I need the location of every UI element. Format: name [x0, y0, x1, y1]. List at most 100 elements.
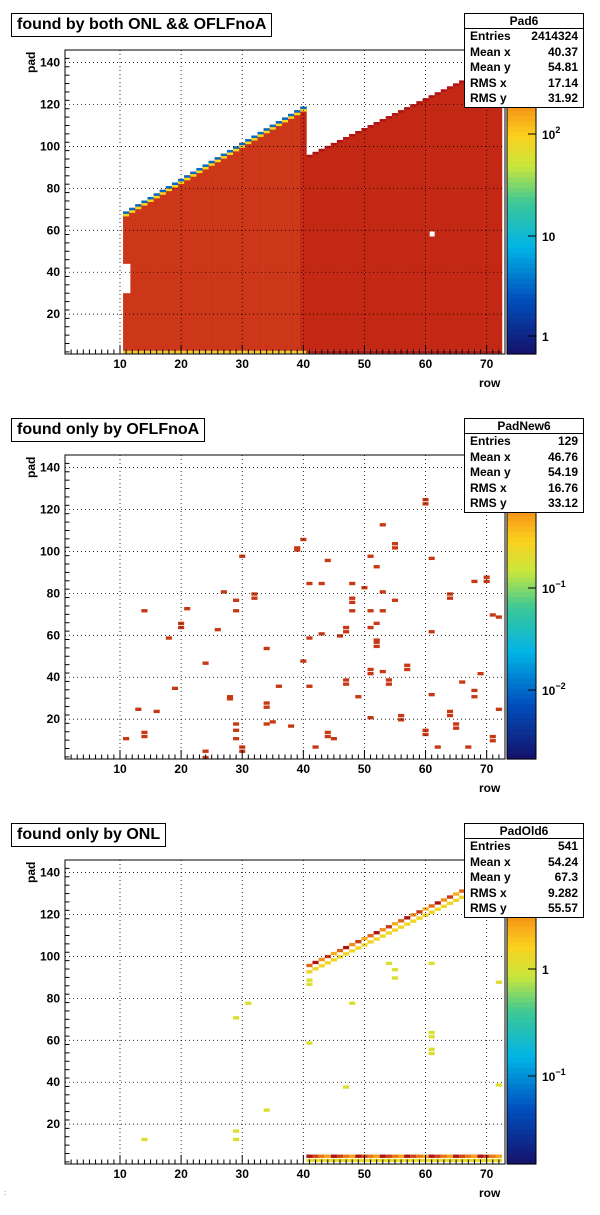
color-bar-label: 10−2: [542, 681, 566, 698]
heatmap-cell: [336, 948, 344, 953]
color-bar-label: 102: [542, 125, 560, 142]
heatmap-cell: [330, 736, 337, 741]
y-tick-label: 60: [47, 1033, 61, 1047]
heatmap-cell: [404, 1154, 411, 1158]
color-bar-segment: [507, 252, 536, 259]
heatmap-cell: [385, 925, 392, 929]
heatmap-cell: [324, 1154, 331, 1158]
color-bar-segment: [507, 1047, 536, 1054]
heatmap-cell: [379, 590, 386, 594]
heatmap-cell: [233, 736, 240, 741]
heatmap-cell: [300, 659, 307, 663]
heatmap-cell: [398, 919, 405, 923]
heatmap-cell: [233, 728, 240, 732]
heatmap-cell: [343, 1154, 350, 1158]
x-axis-title: row: [479, 1186, 501, 1200]
heatmap-cell: [306, 1154, 313, 1158]
heatmap-column: [159, 189, 167, 351]
color-bar-segment: [507, 601, 536, 608]
heatmap-cell: [135, 707, 142, 711]
color-bar-segment: [507, 1037, 536, 1043]
heatmap-cell: [233, 609, 240, 613]
y-tick-label: 40: [47, 265, 61, 279]
x-tick-label: 20: [174, 762, 188, 776]
heatmap-cell: [453, 898, 460, 903]
heatmap-edge: [355, 131, 362, 134]
stats-rms-x: 16.76: [547, 480, 578, 495]
heatmap-edge: [453, 83, 460, 86]
x-tick-label: 60: [419, 762, 433, 776]
heatmap-edge: [153, 195, 161, 199]
heatmap-cell: [428, 904, 435, 908]
heatmap-cell: [446, 713, 454, 718]
heatmap-cell: [367, 934, 374, 938]
color-bar-segment: [507, 1103, 536, 1109]
heatmap-cell: [330, 951, 337, 956]
heatmap-cell: [398, 718, 405, 722]
heatmap-cell: [367, 667, 374, 672]
y-tick-label: 20: [47, 712, 61, 726]
color-bar-segment: [507, 561, 536, 568]
heatmap-cell: [336, 1154, 344, 1158]
color-bar-segment: [507, 348, 536, 355]
color-bar-segment: [507, 920, 536, 927]
color-bar-segment: [507, 181, 536, 188]
heatmap-cell: [251, 592, 258, 596]
heatmap-cell: [440, 1154, 447, 1158]
color-bar-segment: [507, 323, 536, 330]
color-bar-segment: [507, 738, 536, 745]
y-axis-title: pad: [24, 51, 38, 73]
heatmap-column: [214, 157, 222, 351]
color-bar-segment: [507, 278, 536, 284]
x-tick-label: 10: [113, 357, 127, 371]
heatmap-edge: [147, 199, 154, 202]
color-bar-segment: [507, 591, 536, 598]
heatmap-cell: [165, 636, 172, 640]
heatmap-column: [404, 107, 411, 351]
x-tick-label: 20: [174, 357, 188, 371]
heatmap-cell: [410, 1154, 417, 1158]
heatmap-edge: [129, 210, 136, 213]
color-bar-segment: [507, 166, 536, 173]
color-bar-segment: [507, 288, 536, 294]
heatmap-cell: [343, 1085, 350, 1089]
heatmap-edge: [269, 124, 277, 128]
heatmap-edge: [184, 177, 191, 181]
heatmap-column: [220, 153, 228, 351]
heatmap-cell: [471, 695, 478, 699]
y-tick-label: 20: [47, 307, 61, 321]
color-bar-segment: [507, 986, 536, 993]
color-bar-segment: [507, 541, 536, 547]
heatmap-edge: [123, 211, 130, 214]
stats-rms-x: 17.14: [547, 75, 578, 90]
heatmap-cell: [416, 1154, 423, 1158]
color-bar-segment: [507, 1001, 536, 1008]
heatmap-edge: [171, 182, 179, 186]
heatmap-cell: [306, 970, 313, 974]
heatmap-column: [385, 116, 393, 351]
heatmap-edge: [367, 125, 374, 128]
heatmap-cell: [465, 745, 472, 749]
color-bar-segment: [507, 272, 536, 279]
color-bar-segment: [507, 667, 536, 674]
heatmap-edge: [410, 104, 417, 107]
heatmap-cell: [367, 671, 374, 676]
color-bar-segment: [507, 1158, 536, 1165]
heatmap-cell: [318, 964, 325, 968]
stats-row: Mean y 54.19: [470, 465, 578, 479]
heatmap-cell: [294, 548, 301, 552]
heatmap-cell: [349, 949, 356, 953]
color-bar-segment: [507, 1088, 536, 1094]
stats-row: Mean y 54.81: [470, 60, 578, 74]
heatmap-edge: [220, 156, 228, 159]
y-tick-label: 60: [47, 223, 61, 237]
color-bar-segment: [507, 566, 536, 573]
panel-found-only-by-oflfnoa: 10 20 30 40 50 60 70 20 40 60 80 100 120 140 10−2 10−1 …: [0, 405, 600, 810]
heatmap-column: [245, 139, 252, 351]
heatmap-edge: [404, 107, 411, 110]
heatmap-column: [275, 121, 283, 351]
x-tick-label: 50: [358, 357, 372, 371]
heatmap-edge: [343, 136, 350, 140]
stats-mean-x: 40.37: [547, 44, 578, 59]
heatmap-cell: [318, 581, 325, 586]
